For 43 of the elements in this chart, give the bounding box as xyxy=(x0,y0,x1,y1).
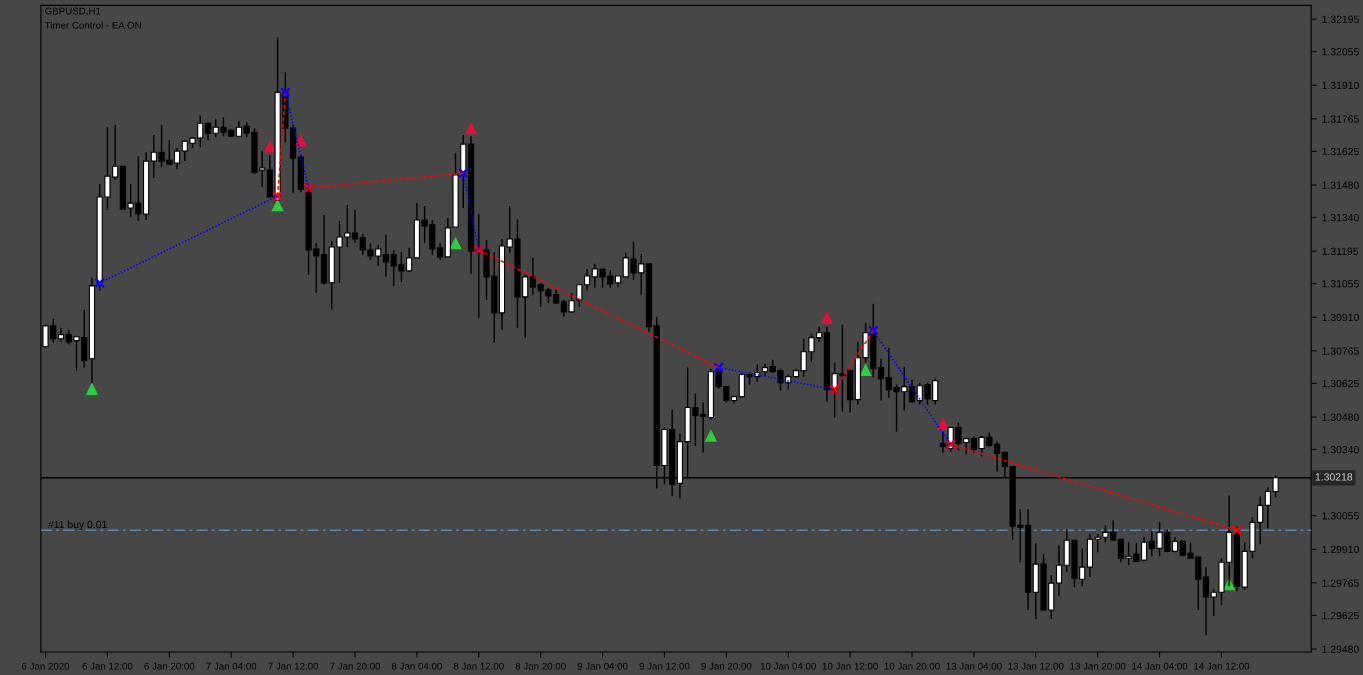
x-tick-label: 7 Jan 20:00 xyxy=(330,662,381,670)
y-tick-label: 1.29480 xyxy=(1322,645,1359,653)
y-tick-label: 1.30055 xyxy=(1322,512,1359,520)
x-tick-label: 7 Jan 12:00 xyxy=(268,662,319,670)
y-tick-label: 1.32055 xyxy=(1322,48,1359,56)
y-tick-label: 1.31480 xyxy=(1322,181,1359,189)
y-tick-label: 1.31195 xyxy=(1322,247,1359,255)
chart-title: GBPUSD,H1 xyxy=(45,7,101,16)
x-tick-label: 10 Jan 12:00 xyxy=(822,662,878,670)
x-tick-label: 9 Jan 04:00 xyxy=(577,662,628,670)
y-tick-label: 1.29765 xyxy=(1322,579,1359,587)
text: Timer Control - EA ON xyxy=(44,21,141,29)
y-tick-label: 1.31910 xyxy=(1322,81,1359,90)
y-tick-label: 1.30340 xyxy=(1322,445,1359,454)
x-tick-label: 14 Jan 12:00 xyxy=(1194,662,1250,670)
x-tick-label: 13 Jan 12:00 xyxy=(1008,662,1064,670)
x-tick-label: 8 Jan 12:00 xyxy=(453,662,504,670)
x-tick-label: 8 Jan 20:00 xyxy=(515,662,566,670)
y-tick-label: 1.30765 xyxy=(1322,347,1359,355)
x-tick-label: 13 Jan 04:00 xyxy=(946,662,1002,670)
x-tick-label: 14 Jan 04:00 xyxy=(1132,662,1188,670)
x-tick-label: 10 Jan 04:00 xyxy=(760,662,816,670)
x-tick-label: 8 Jan 04:00 xyxy=(391,662,442,670)
y-tick-label: 1.32195 xyxy=(1322,15,1359,23)
y-tick-label: 1.31055 xyxy=(1322,280,1359,288)
y-tick-label: 1.30480 xyxy=(1322,413,1359,421)
x-tick-label: 13 Jan 20:00 xyxy=(1070,662,1126,670)
x-tick-label: 6 Jan 2020 xyxy=(21,662,70,670)
x-tick-label: 6 Jan 12:00 xyxy=(82,662,133,670)
y-tick-label: 1.29910 xyxy=(1322,545,1359,554)
x-tick-label: 9 Jan 20:00 xyxy=(701,662,752,670)
y-tick-label: 1.31340 xyxy=(1322,213,1359,222)
x-tick-label: 10 Jan 20:00 xyxy=(884,662,940,670)
x-tick-label: 7 Jan 04:00 xyxy=(206,662,257,670)
y-tick-label: 1.30625 xyxy=(1322,379,1359,388)
y-tick-label: 1.30910 xyxy=(1322,313,1359,322)
ref-line-label: #11 buy 0.01 xyxy=(47,520,107,531)
y-tick-label: 1.31625 xyxy=(1322,147,1359,156)
ref-line-label: 1.30218 xyxy=(1315,473,1353,481)
x-tick-label: 6 Jan 20:00 xyxy=(144,662,195,670)
x-tick-label: 9 Jan 12:00 xyxy=(639,662,690,670)
y-tick-label: 1.31765 xyxy=(1322,115,1359,123)
y-tick-label: 1.29625 xyxy=(1322,611,1359,620)
